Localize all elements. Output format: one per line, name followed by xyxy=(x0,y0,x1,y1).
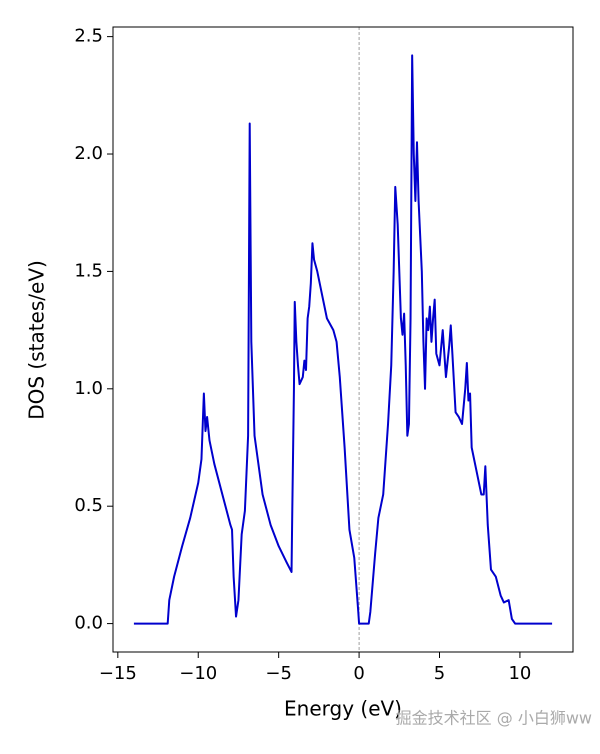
x-tick-label: 10 xyxy=(508,663,531,684)
y-tick-label: 0.0 xyxy=(74,613,103,634)
y-tick-label: 2.0 xyxy=(74,143,103,164)
x-tick-label: −15 xyxy=(99,663,137,684)
y-axis-label: DOS (states/eV) xyxy=(25,260,49,420)
x-tick-label: 5 xyxy=(434,663,445,684)
y-tick-label: 1.5 xyxy=(74,260,103,281)
x-tick-label: 0 xyxy=(353,663,364,684)
x-tick-label: −5 xyxy=(265,663,292,684)
y-tick-label: 2.5 xyxy=(74,26,103,47)
dos-line xyxy=(133,54,553,625)
x-tick-label: −10 xyxy=(179,663,217,684)
x-axis-label: Energy (eV) xyxy=(284,697,402,721)
y-tick-label: 1.0 xyxy=(74,378,103,399)
y-tick-label: 0.5 xyxy=(74,495,103,516)
watermark: 掘金技术社区 @ 小白狮ww xyxy=(396,709,592,728)
plot-frame xyxy=(112,26,574,653)
